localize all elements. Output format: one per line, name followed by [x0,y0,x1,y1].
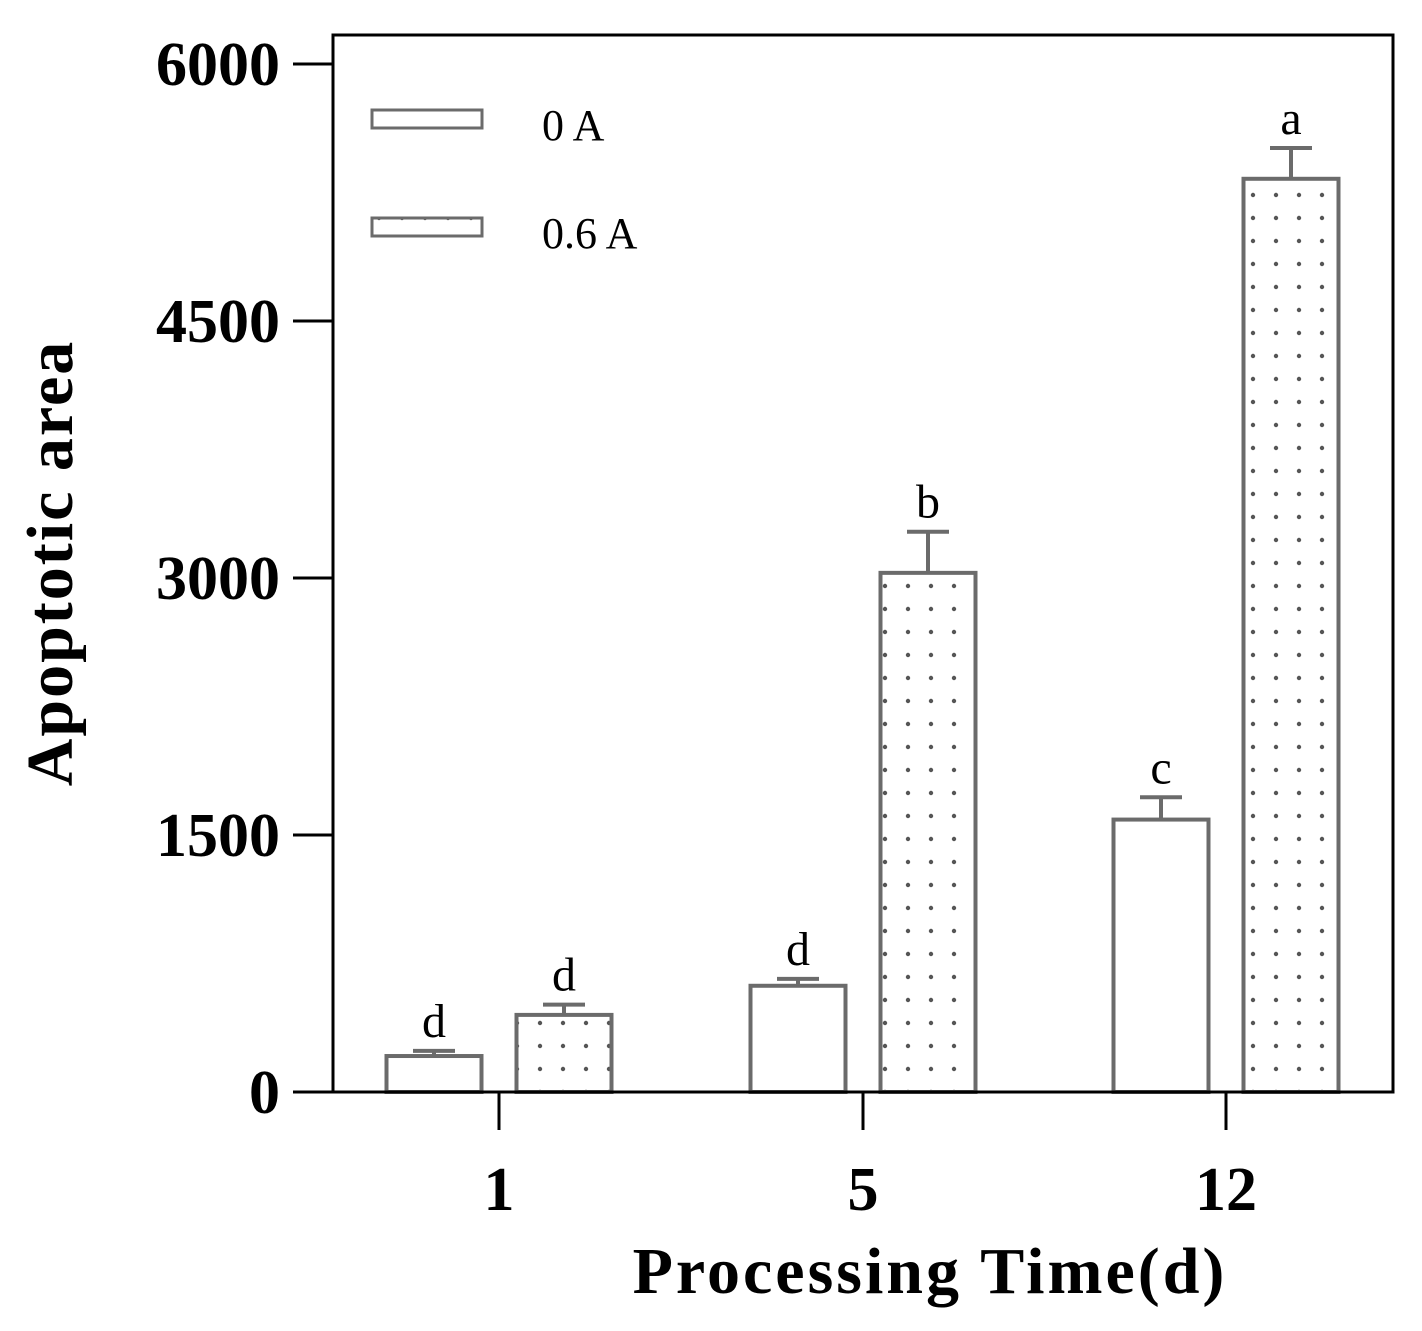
y-tick-label: 1500 [156,802,280,870]
bar-06A-5 [878,570,978,1094]
x-tick-label: 5 [848,1156,879,1224]
significance-label: a [1280,92,1301,145]
bar-06A-1 [514,1012,614,1095]
y-tick-label: 3000 [156,545,280,613]
y-tick-label: 6000 [156,31,280,99]
significance-label: c [1150,741,1171,794]
significance-label: d [552,949,576,1002]
significance-label: b [916,476,940,529]
significance-label: d [786,923,810,976]
bar-0A-12 [1111,817,1211,1095]
bars-layer [384,176,1341,1095]
x-tick-label: 1 [484,1156,515,1224]
significance-label: d [422,995,446,1048]
legend-swatch-06a [370,216,484,238]
y-axis-ticks: 0 1500 3000 4500 6000 [156,31,333,1127]
legend-swatch-0a [370,108,484,130]
errorbars-layer [413,145,1312,1057]
plot-frame [331,33,1395,1094]
legend-label-0a: 0 A [542,101,605,150]
legend: 0 A 0.6 A [370,101,638,258]
y-axis-title: Apoptotic area [14,340,87,787]
x-axis-title: Processing Time(d) [633,1235,1228,1308]
x-tick-label: 12 [1195,1156,1257,1224]
y-tick-label: 0 [249,1059,280,1127]
x-axis-ticks: 1 5 12 [484,1092,1257,1224]
legend-label-06a: 0.6 A [542,209,638,258]
bar-06A-12 [1241,176,1341,1094]
bar-0A-1 [384,1054,484,1095]
significance-layer: d d c d b a [422,92,1302,1048]
y-tick-label: 4500 [156,288,280,356]
bar-0A-5 [748,983,848,1094]
